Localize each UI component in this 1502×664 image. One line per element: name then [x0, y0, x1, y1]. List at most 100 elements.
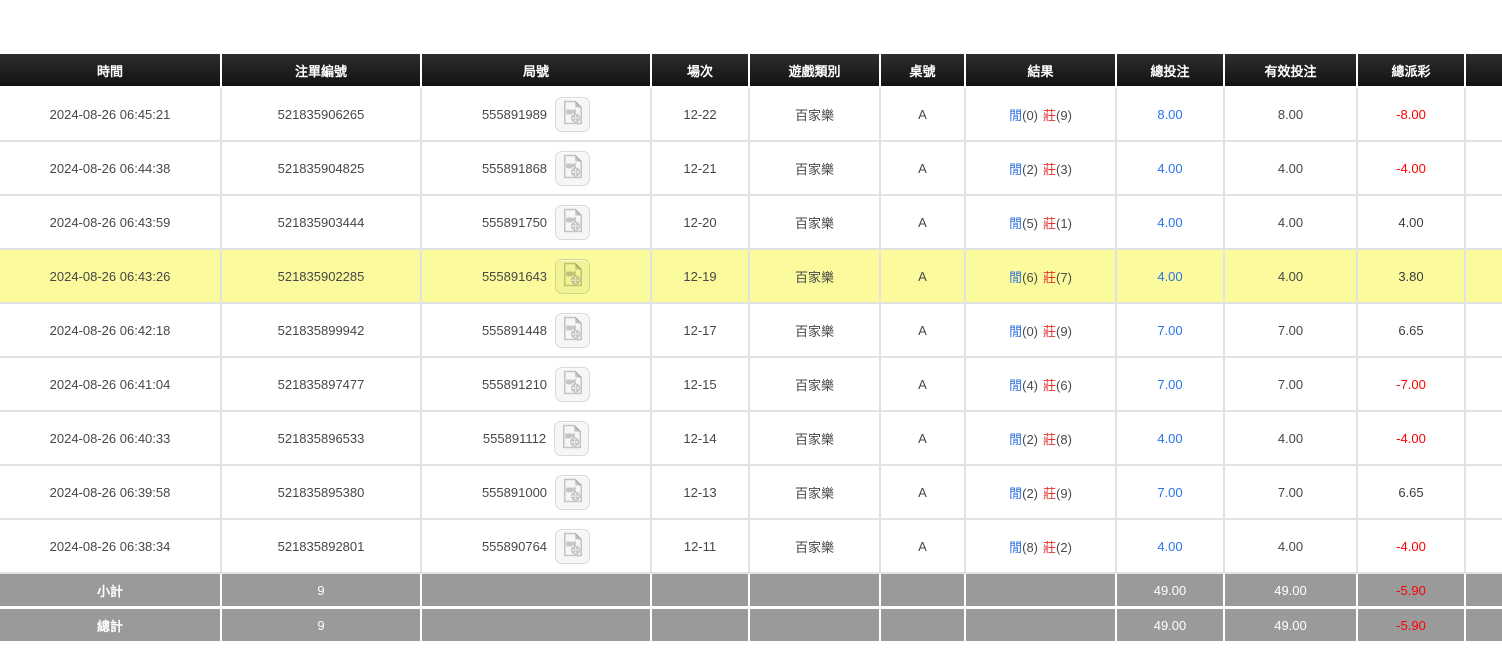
- footer-label: 總計: [0, 609, 222, 644]
- header-cell-table-number: 桌號: [881, 54, 966, 88]
- cell-total-payout: 6.65: [1358, 304, 1466, 358]
- cell-valid-bet: 7.00: [1225, 358, 1358, 412]
- footer-total-bet: 49.00: [1117, 574, 1225, 609]
- cell-time: 2024-08-26 06:43:26: [0, 250, 222, 304]
- cell-bet-number: 521835899942: [222, 304, 422, 358]
- round-number-text: 555891210: [481, 376, 548, 392]
- result-player-score: (2): [1022, 431, 1038, 447]
- result-banker-score: (2): [1056, 539, 1072, 555]
- video-replay-button[interactable]: [555, 474, 591, 510]
- total-bet-link[interactable]: 8.00: [1157, 106, 1183, 122]
- cell-result: 閒(8) 莊(2): [966, 520, 1117, 574]
- cell-game-type: 百家樂: [750, 196, 881, 250]
- header-row: 時間 注單編號 局號 場次 遊戲類別 桌號 結果 總投注 有效投注 總派彩: [0, 54, 1502, 88]
- video-replay-button[interactable]: [555, 150, 591, 186]
- result-banker-label: 莊: [1043, 215, 1057, 231]
- cell-total-payout: -8.00: [1358, 88, 1466, 142]
- cell-total-bet: 7.00: [1117, 466, 1225, 520]
- result-player-label: 閒: [1009, 215, 1023, 231]
- video-file-icon: [562, 532, 584, 560]
- cell-extra: [1466, 304, 1502, 358]
- cell-game-type: 百家樂: [750, 520, 881, 574]
- round-number-group: 555891643: [481, 258, 591, 294]
- cell-bet-number: 521835904825: [222, 142, 422, 196]
- header-cell-time: 時間: [0, 54, 222, 88]
- cell-extra: [1466, 142, 1502, 196]
- header-cell-extra: [1466, 54, 1502, 88]
- cell-extra: [1466, 466, 1502, 520]
- video-replay-button[interactable]: [555, 528, 591, 564]
- cell-valid-bet: 4.00: [1225, 520, 1358, 574]
- table-footer: 小計 9 49.00 49.00 -5.90 總計 9 49.00 49.00 -5.90: [0, 574, 1502, 644]
- cell-extra: [1466, 88, 1502, 142]
- result-player-score: (4): [1022, 377, 1038, 393]
- total-bet-link[interactable]: 4.00: [1157, 538, 1183, 554]
- total-bet-link[interactable]: 4.00: [1157, 430, 1183, 446]
- video-file-icon: [561, 424, 583, 452]
- cell-total-bet: 4.00: [1117, 250, 1225, 304]
- total-bet-link[interactable]: 7.00: [1157, 484, 1183, 500]
- header-cell-valid-bet: 有效投注: [1225, 54, 1358, 88]
- cell-round-number: 555891112: [422, 412, 652, 466]
- footer-total-payout: -5.90: [1358, 609, 1466, 644]
- cell-time: 2024-08-26 06:40:33: [0, 412, 222, 466]
- total-bet-link[interactable]: 4.00: [1157, 268, 1183, 284]
- cell-total-bet: 8.00: [1117, 88, 1225, 142]
- video-replay-button[interactable]: [555, 96, 591, 132]
- cell-session: 12-20: [652, 196, 750, 250]
- round-number-group: 555891210: [481, 366, 591, 402]
- footer-total-bet: 49.00: [1117, 609, 1225, 644]
- footer-total-payout: -5.90: [1358, 574, 1466, 609]
- header-cell-bet-number: 注單編號: [222, 54, 422, 88]
- result-banker-label: 莊: [1043, 161, 1057, 177]
- footer-spacer-cell: [750, 609, 881, 644]
- footer-spacer-cell: [1466, 609, 1502, 644]
- total-bet-link[interactable]: 7.00: [1157, 322, 1183, 338]
- cell-valid-bet: 7.00: [1225, 466, 1358, 520]
- footer-spacer-cell: [422, 574, 652, 609]
- total-bet-link[interactable]: 7.00: [1157, 376, 1183, 392]
- cell-time: 2024-08-26 06:45:21: [0, 88, 222, 142]
- cell-game-type: 百家樂: [750, 466, 881, 520]
- cell-total-bet: 7.00: [1117, 358, 1225, 412]
- cell-session: 12-15: [652, 358, 750, 412]
- cell-total-bet: 4.00: [1117, 412, 1225, 466]
- cell-bet-number: 521835892801: [222, 520, 422, 574]
- cell-valid-bet: 4.00: [1225, 250, 1358, 304]
- header-cell-session: 場次: [652, 54, 750, 88]
- video-replay-button[interactable]: [555, 258, 591, 294]
- video-replay-button[interactable]: [555, 312, 591, 348]
- result-player-label: 閒: [1009, 269, 1023, 285]
- result-banker-label: 莊: [1043, 269, 1057, 285]
- cell-valid-bet: 4.00: [1225, 412, 1358, 466]
- cell-bet-number: 521835903444: [222, 196, 422, 250]
- result-banker-label: 莊: [1043, 485, 1057, 501]
- header-cell-game-type: 遊戲類別: [750, 54, 881, 88]
- total-bet-link[interactable]: 4.00: [1157, 214, 1183, 230]
- cell-round-number: 555891989: [422, 88, 652, 142]
- result-banker-label: 莊: [1043, 539, 1057, 555]
- round-number-text: 555891750: [481, 214, 548, 230]
- video-replay-button[interactable]: [554, 420, 590, 456]
- cell-round-number: 555891210: [422, 358, 652, 412]
- cell-round-number: 555891643: [422, 250, 652, 304]
- table-row: 2024-08-26 06:40:33 521835896533 555891112…: [0, 412, 1502, 466]
- result-banker-score: (1): [1056, 215, 1072, 231]
- video-replay-button[interactable]: [555, 204, 591, 240]
- cell-total-bet: 7.00: [1117, 304, 1225, 358]
- video-replay-button[interactable]: [555, 366, 591, 402]
- table-row: 2024-08-26 06:38:34 521835892801 555890764…: [0, 520, 1502, 574]
- video-file-icon: [562, 154, 584, 182]
- bet-history-table-container: 時間 注單編號 局號 場次 遊戲類別 桌號 結果 總投注 有效投注 總派彩 20…: [0, 54, 1502, 644]
- total-bet-link[interactable]: 4.00: [1157, 160, 1183, 176]
- table-row: 2024-08-26 06:43:59 521835903444 555891750…: [0, 196, 1502, 250]
- cell-extra: [1466, 412, 1502, 466]
- cell-result: 閒(0) 莊(9): [966, 88, 1117, 142]
- cell-extra: [1466, 520, 1502, 574]
- round-number-text: 555891643: [481, 268, 548, 284]
- cell-session: 12-19: [652, 250, 750, 304]
- cell-session: 12-21: [652, 142, 750, 196]
- cell-total-payout: 3.80: [1358, 250, 1466, 304]
- video-file-icon: [562, 370, 584, 398]
- footer-spacer-cell: [881, 609, 966, 644]
